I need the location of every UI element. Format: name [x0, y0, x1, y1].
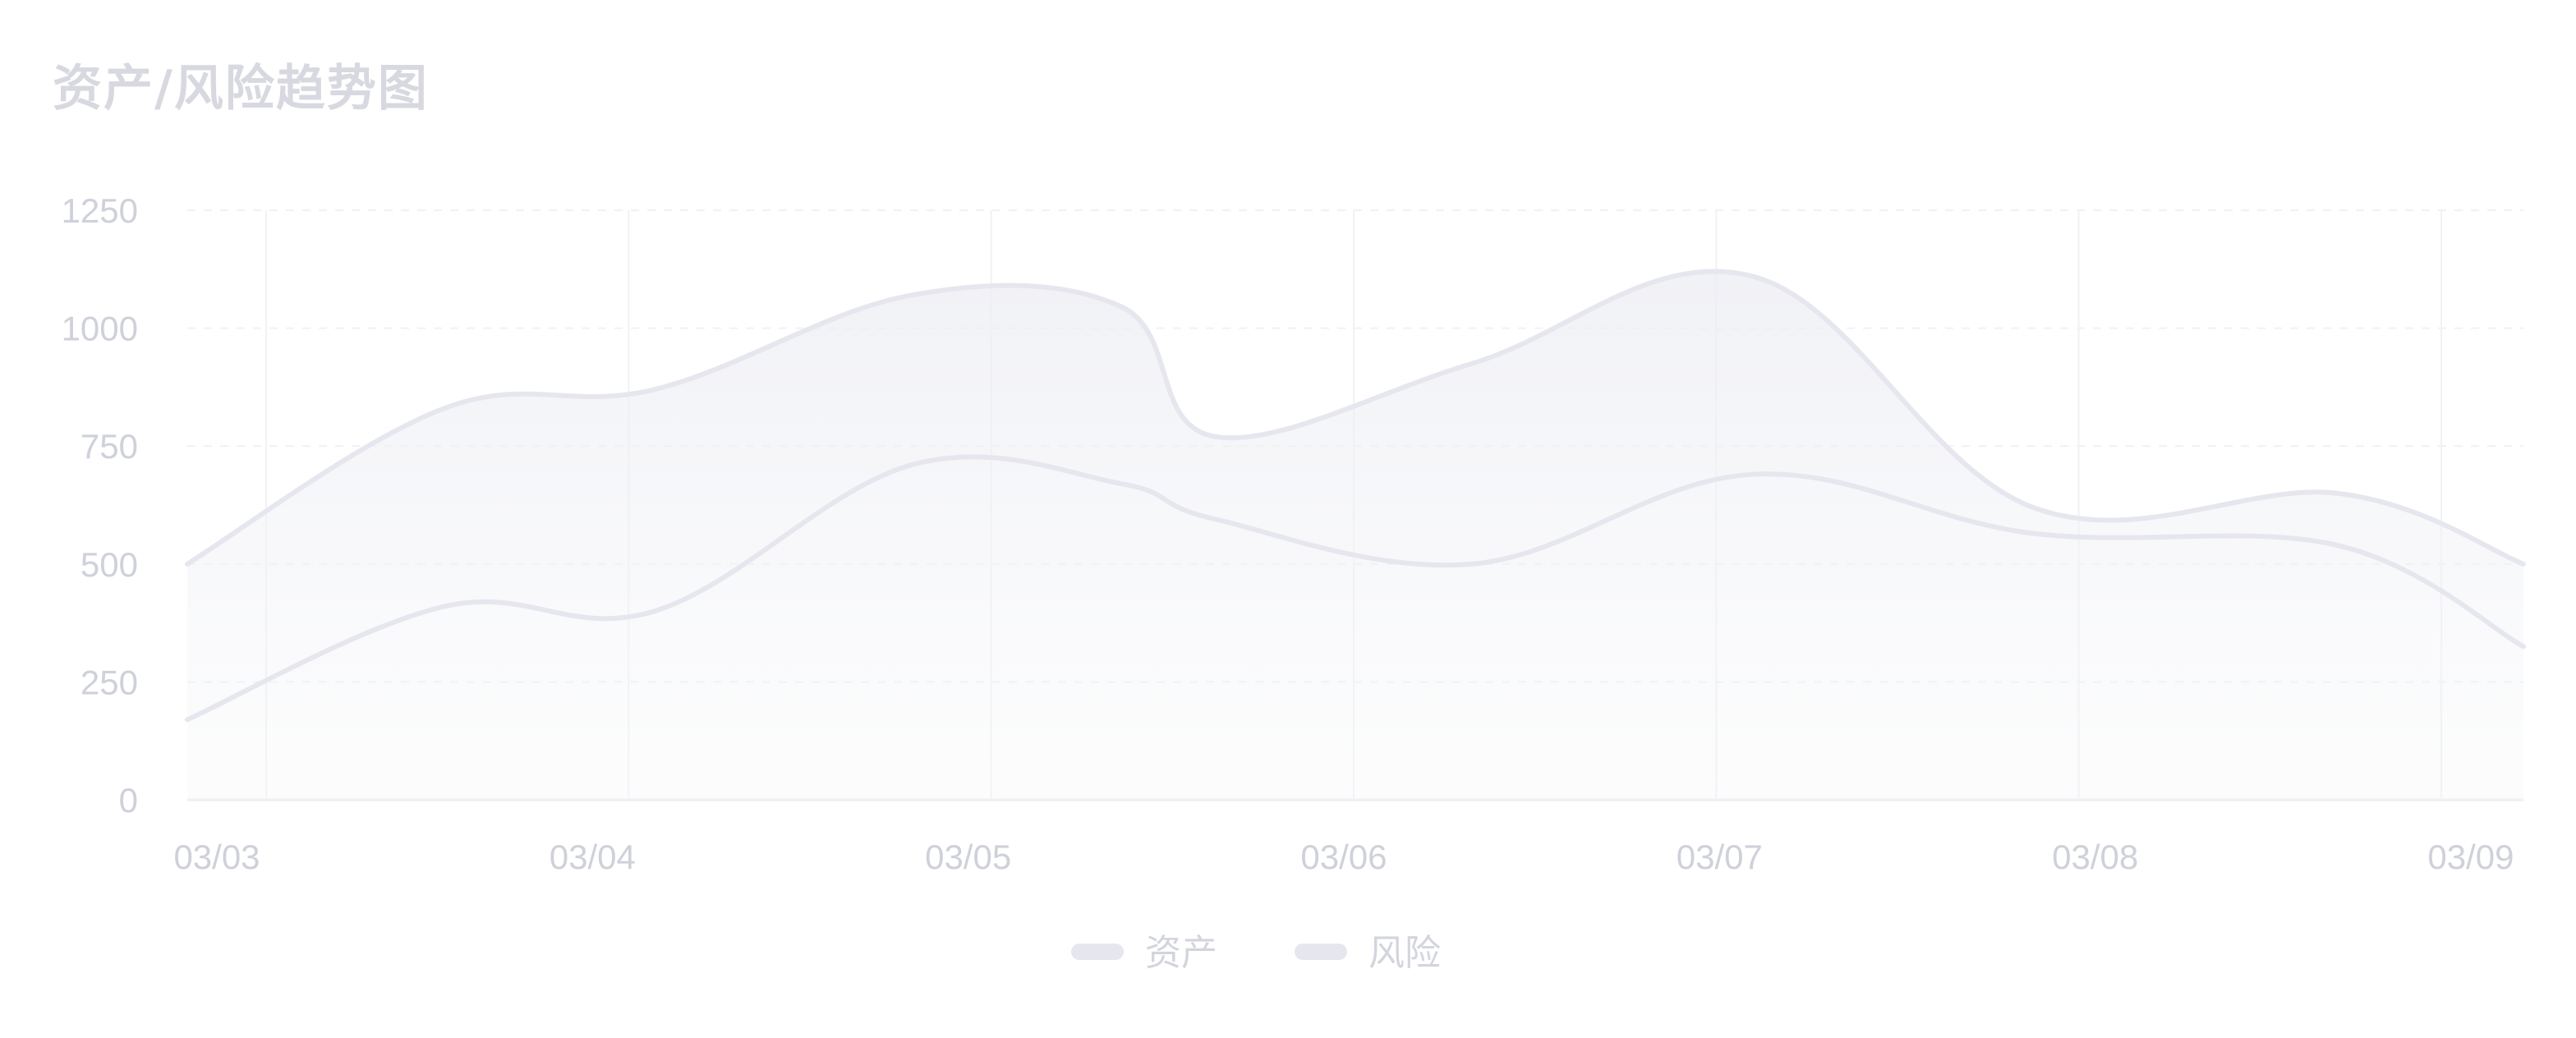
- y-axis: 0 250 500 750 1000 1250: [62, 191, 138, 820]
- line-layer: [185, 269, 2526, 723]
- x-tick-label: 03/03: [173, 838, 260, 876]
- y-tick-label: 1000: [62, 310, 138, 348]
- area-layer: [187, 271, 2523, 800]
- x-tick-label: 03/08: [2052, 838, 2138, 876]
- x-tick-label: 03/09: [2427, 838, 2514, 876]
- x-tick-label: 03/04: [550, 838, 636, 876]
- x-tick-label: 03/05: [925, 838, 1011, 876]
- legend-label: 风险: [1368, 932, 1441, 974]
- legend[interactable]: 资产 风险: [1071, 932, 1441, 974]
- series-line-1[interactable]: [185, 454, 2526, 723]
- y-tick-label: 1250: [62, 191, 138, 230]
- x-tick-label: 03/06: [1300, 838, 1387, 876]
- chart-title: 资产/风险趋势图: [53, 60, 429, 117]
- x-axis: 03/03 03/04 03/05 03/06 03/07 03/08 03/09: [173, 838, 2514, 876]
- y-tick-label: 500: [80, 545, 138, 584]
- series-line-0[interactable]: [185, 269, 2526, 567]
- legend-item-1[interactable]: 风险: [1295, 932, 1441, 974]
- legend-label: 资产: [1145, 932, 1217, 974]
- y-tick-label: 250: [80, 663, 138, 701]
- legend-swatch: [1071, 944, 1124, 960]
- y-tick-label: 0: [119, 781, 138, 820]
- x-tick-label: 03/07: [1677, 838, 1763, 876]
- y-tick-label: 750: [80, 427, 138, 466]
- legend-item-0[interactable]: 资产: [1071, 932, 1217, 974]
- series-area-0: [187, 271, 2523, 800]
- legend-swatch: [1295, 944, 1347, 960]
